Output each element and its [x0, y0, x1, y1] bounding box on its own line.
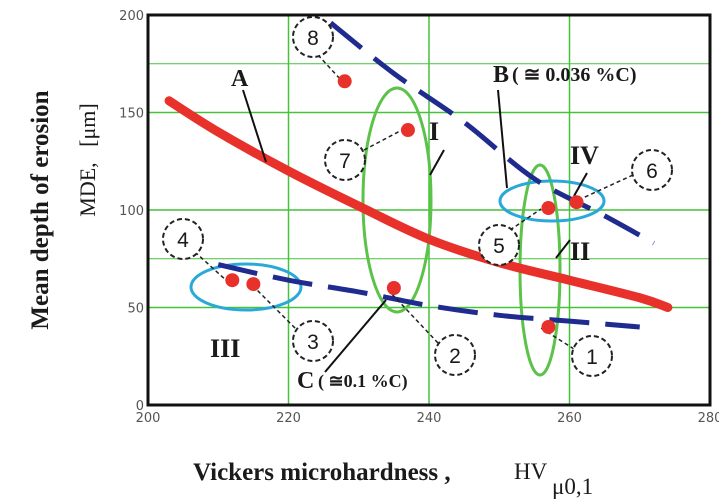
x-tick-labels: 200 220 240 260 280 [136, 411, 719, 426]
data-point-3 [246, 277, 261, 292]
number-circle-4 [162, 218, 204, 260]
y-tick-label: 200 [119, 9, 144, 24]
label-III: III [210, 334, 240, 363]
data-points [225, 74, 584, 334]
circle-leader-2 [389, 291, 439, 344]
x-tick-label: 260 [557, 411, 582, 426]
circle-leaders [194, 54, 634, 350]
number-circle-3 [292, 320, 334, 362]
number-label-5: 5 [493, 235, 505, 258]
x-tick-label: 200 [136, 411, 161, 426]
x-tick-label: 280 [698, 411, 719, 426]
y-axis-title: Mean depth of erosion [27, 90, 54, 329]
number-circle-5 [478, 224, 520, 266]
leader-II [555, 239, 571, 259]
ellipse-IV [498, 179, 606, 223]
number-circles: 1 2 3 4 5 6 7 8 [162, 16, 673, 377]
label-II: II [570, 237, 590, 266]
x-axis-symbol: HV [514, 459, 548, 484]
y-tick-label: 150 [119, 107, 144, 122]
x-axis-label: Vickers microhardness , [193, 459, 451, 486]
data-point-6 [569, 195, 584, 210]
curve-A [164, 96, 673, 312]
data-point-2 [386, 281, 401, 295]
data-point-8 [337, 74, 352, 89]
number-circle-6 [631, 149, 673, 191]
y-axis-label: Mean depth of erosion [27, 90, 54, 329]
ellipse-I [361, 86, 433, 314]
circle-leader-4 [194, 251, 229, 283]
x-tick-label: 220 [276, 411, 301, 426]
ellipses [189, 86, 606, 377]
x-axis-subscript: μ0,1 [552, 474, 593, 499]
label-B-note: ( ≅ 0.036 %C) [512, 64, 637, 86]
number-label-3: 3 [307, 331, 319, 354]
leader-IV [573, 172, 588, 197]
number-label-4: 4 [177, 229, 189, 252]
svg-text:MDE, [μm]: MDE, [μm] [75, 103, 100, 216]
y-tick-labels: 0 50 100 150 200 [119, 9, 144, 414]
leader-B [497, 89, 508, 189]
leader-I [429, 149, 445, 176]
number-label-6: 6 [646, 160, 658, 183]
circle-leader-8 [317, 54, 342, 81]
y-axis-symbol: MDE, [75, 162, 100, 216]
number-circle-2 [434, 334, 476, 376]
label-A: A [231, 66, 249, 92]
label-C: C [297, 368, 314, 394]
number-circle-1 [571, 335, 613, 377]
circle-leader-6 [573, 174, 634, 203]
label-B: B [493, 62, 509, 88]
leader-lines [242, 89, 588, 373]
leader-C [324, 299, 387, 373]
circle-leader-5 [509, 208, 542, 231]
label-I: I [429, 117, 439, 146]
number-label-1: 1 [586, 346, 598, 369]
y-tick-label: 50 [127, 302, 144, 317]
y-tick-label: 100 [119, 204, 144, 219]
data-point-5 [541, 201, 556, 216]
y-axis-subtitle: MDE, [μm] [75, 103, 100, 216]
number-circle-7 [324, 139, 366, 181]
number-label-7: 7 [339, 150, 351, 173]
x-tick-label: 240 [417, 411, 442, 426]
label-IV: IV [570, 141, 599, 170]
leader-A [242, 89, 267, 163]
data-point-7 [400, 123, 415, 138]
data-point-1 [541, 320, 556, 334]
circle-leader-7 [363, 129, 403, 151]
ellipse-III [189, 262, 303, 312]
number-label-8: 8 [307, 27, 319, 50]
plot-frame [146, 13, 712, 407]
label-C-note: ( ≅0.1 %C) [318, 371, 408, 392]
number-circle-8 [292, 16, 334, 58]
line-B [329, 20, 656, 246]
line-C [217, 262, 640, 330]
y-tick-label: 0 [136, 399, 144, 414]
data-point-4 [225, 273, 240, 288]
circle-leader-3 [253, 286, 301, 334]
y-axis-unit: [μm] [75, 103, 100, 147]
number-label-2: 2 [449, 345, 461, 368]
